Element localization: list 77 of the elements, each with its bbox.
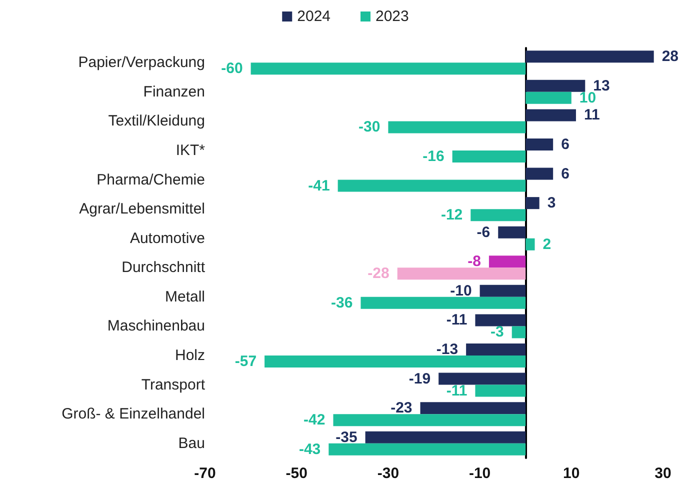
- bar: [526, 50, 654, 63]
- bar: [365, 431, 526, 444]
- y-tick-label: Maschinenbau: [107, 318, 205, 335]
- x-tick-label: -50: [286, 465, 308, 482]
- data-label: -41: [308, 177, 330, 194]
- bar: [498, 226, 526, 238]
- bar: [526, 238, 535, 250]
- data-label: 6: [561, 165, 570, 182]
- bar: [526, 168, 554, 180]
- data-label: -8: [468, 253, 481, 270]
- bar: [338, 180, 526, 192]
- data-label: -23: [390, 400, 412, 417]
- bar: [466, 343, 526, 356]
- y-tick-label: Papier/Verpackung: [78, 54, 205, 72]
- y-tick-label: Groß- & Einzelhandel: [62, 406, 205, 423]
- data-label: -30: [358, 118, 380, 136]
- y-tick-label: Agrar/Lebensmittel: [79, 200, 205, 218]
- bar: [475, 314, 526, 326]
- bar: [328, 443, 526, 456]
- y-tick-label: Automotive: [130, 230, 205, 247]
- bar: [488, 256, 526, 268]
- data-label: -35: [336, 428, 358, 446]
- bar: [526, 197, 540, 210]
- bar: [452, 150, 526, 163]
- bar: [526, 92, 572, 104]
- bar: [438, 372, 526, 385]
- x-tick-label: 30: [654, 465, 672, 482]
- bar: [360, 296, 526, 309]
- y-tick-label: Holz: [174, 347, 205, 364]
- data-label: -60: [221, 60, 243, 78]
- bar: [512, 326, 526, 338]
- data-label: 3: [547, 194, 556, 212]
- y-tick-label: Finanzen: [143, 83, 205, 100]
- bar: [526, 109, 576, 122]
- data-label: -42: [304, 412, 326, 429]
- data-label: -16: [422, 148, 444, 166]
- x-tick-label: -10: [468, 465, 491, 482]
- data-label: -57: [234, 353, 257, 370]
- bar: [388, 121, 526, 134]
- y-tick-label: Textil/Kleidung: [108, 112, 205, 130]
- bar: [333, 414, 526, 426]
- data-label: -13: [436, 340, 458, 358]
- data-label: 2: [542, 236, 552, 253]
- bar: [480, 284, 526, 297]
- data-label: -10: [450, 282, 472, 300]
- data-label: -6: [476, 224, 490, 241]
- legend-label: 2023: [376, 8, 409, 25]
- bar: [250, 62, 526, 75]
- x-tick-label: -30: [377, 465, 400, 482]
- data-label: -19: [408, 370, 431, 388]
- data-label: -28: [368, 265, 390, 282]
- y-tick-label: Metall: [164, 288, 205, 306]
- data-label: 10: [579, 89, 596, 106]
- data-label: -36: [331, 294, 353, 312]
- bar: [526, 80, 586, 92]
- data-label: 6: [561, 136, 570, 153]
- y-tick-label: Bau: [178, 434, 205, 452]
- x-tick-label: 10: [563, 465, 580, 482]
- data-label: 28: [662, 48, 679, 66]
- data-label: -11: [446, 382, 468, 400]
- bar: [420, 402, 526, 414]
- x-tick-label: -70: [194, 465, 216, 482]
- bar: [264, 356, 526, 368]
- data-label: -3: [490, 324, 504, 341]
- legend-label: 2024: [297, 8, 331, 25]
- y-tick-label: Pharma/Chemie: [96, 171, 205, 188]
- bar: [470, 209, 526, 222]
- y-tick-label: Durchschnitt: [122, 259, 206, 276]
- bar: [475, 384, 526, 397]
- data-label: -12: [440, 206, 463, 224]
- y-tick-label: IKT*: [176, 142, 206, 159]
- bar: [526, 138, 554, 150]
- data-label: -11: [446, 312, 468, 329]
- bar: [397, 268, 526, 280]
- data-label: -43: [298, 440, 321, 458]
- y-tick-label: Transport: [141, 376, 206, 394]
- data-label: 11: [584, 106, 600, 124]
